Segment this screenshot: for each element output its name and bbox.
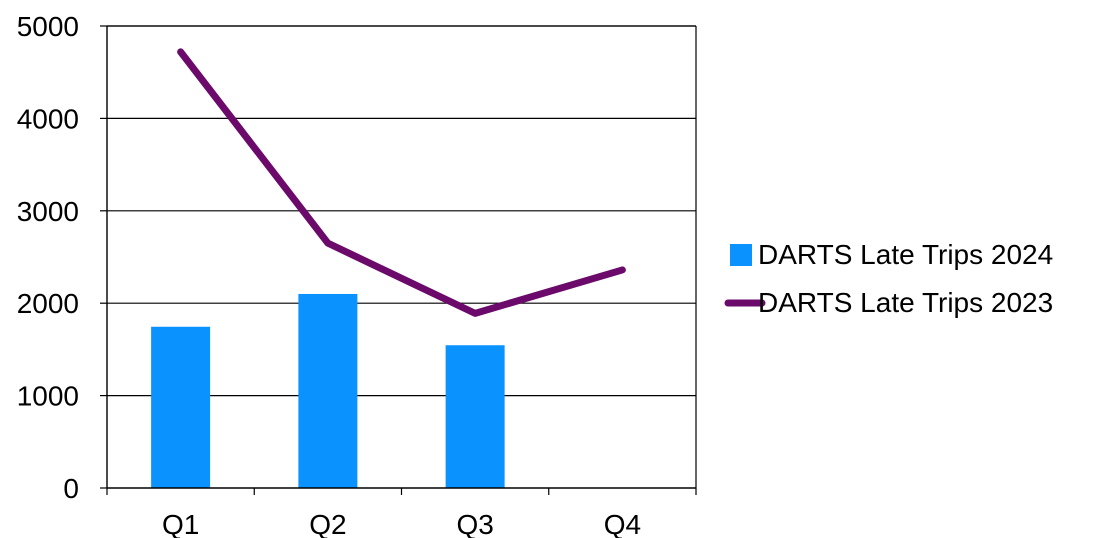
axes: [100, 25, 697, 495]
y-tick-label: 0: [63, 473, 79, 504]
legend: DARTS Late Trips 2024 DARTS Late Trips 20…: [724, 239, 1053, 318]
legend-label: DARTS Late Trips 2023: [758, 287, 1053, 318]
legend-swatch-2024: [730, 244, 752, 266]
y-tick-label: 4000: [17, 103, 79, 134]
x-tick-label: Q3: [456, 509, 493, 538]
bars: [151, 293, 505, 488]
y-tick-label: 2000: [17, 288, 79, 319]
y-axis-tick-labels: 0 1000 2000 3000 4000 5000: [17, 11, 79, 504]
y-tick-label: 1000: [17, 381, 79, 412]
y-tick-label: 3000: [17, 196, 79, 227]
series-line-2023: [177, 48, 626, 317]
lines: [177, 48, 626, 317]
legend-label: DARTS Late Trips 2024: [758, 239, 1053, 270]
bar-q2: [298, 293, 358, 488]
x-axis-tick-labels: Q1 Q2 Q3 Q4: [162, 509, 641, 538]
bar-q1: [151, 326, 211, 488]
x-tick-label: Q1: [162, 509, 199, 538]
x-tick-label: Q2: [309, 509, 346, 538]
bar-q3: [445, 345, 505, 488]
x-tick-label: Q4: [604, 509, 641, 538]
y-tick-label: 5000: [17, 11, 79, 42]
